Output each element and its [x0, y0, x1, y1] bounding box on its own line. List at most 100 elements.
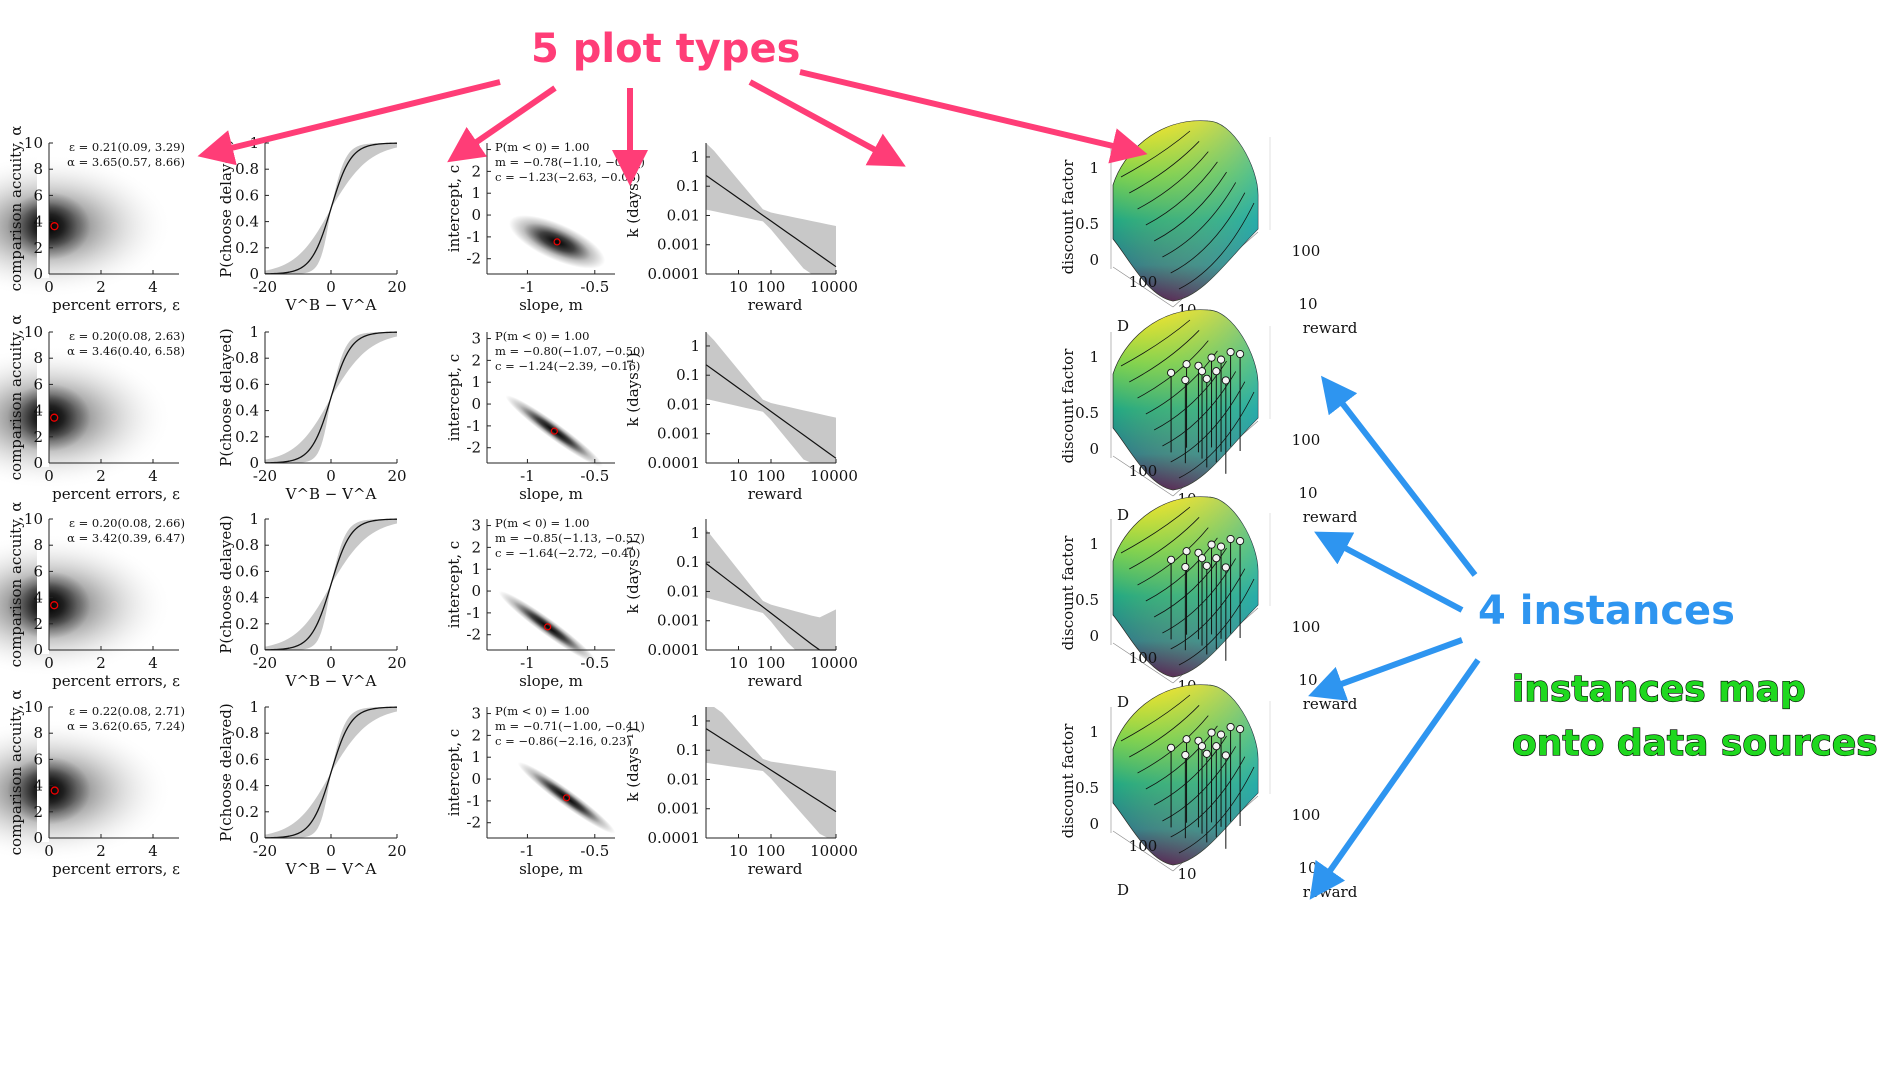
- y-tick-label: 8: [33, 536, 43, 554]
- posterior-density: [498, 591, 597, 663]
- data-point: [1217, 730, 1226, 739]
- x-tick-label: 0: [326, 842, 336, 860]
- c-annotation: c = −1.24(−2.39, −0.16): [495, 359, 640, 373]
- surface-mesh-line: [1178, 578, 1255, 666]
- d-axis-label: D: [1117, 317, 1129, 335]
- y-tick-label: 4: [33, 213, 43, 231]
- surface-mesh-line: [1129, 517, 1200, 570]
- y-tick-label: 0.1: [676, 741, 700, 759]
- y-axis-label: intercept, c: [445, 729, 463, 816]
- data-point: [1221, 376, 1230, 385]
- p-annotation: P(m < 0) = 1.00: [495, 704, 589, 718]
- data-point: [1182, 360, 1191, 369]
- x-tick-label: -20: [253, 654, 277, 672]
- magnitude-effect-r3: 0.0001 0.001 0.01 0.1 1 10 100 10000 reward k (da…: [624, 519, 858, 690]
- x-axis-label: percent errors, ε: [52, 485, 180, 503]
- surface-mesh-line: [1120, 130, 1191, 178]
- x-tick-label: 10000: [810, 467, 858, 485]
- y-tick-label: 1: [690, 148, 700, 166]
- x-tick-label: -20: [253, 278, 277, 296]
- x-tick-label: 20: [387, 467, 406, 485]
- eps-annotation: ε = 0.22(0.08, 2.71): [69, 704, 185, 718]
- x-axis-label: V^B − V^A: [285, 672, 377, 690]
- x-tick-label: 100: [757, 467, 786, 485]
- r-tick-label: 100: [1292, 618, 1321, 636]
- mode-marker: [50, 786, 59, 795]
- y-tick-label: -1: [466, 792, 481, 810]
- d-axis: [1112, 642, 1174, 684]
- y-tick-label: 0.001: [657, 612, 700, 630]
- x-tick-label: -0.5: [580, 842, 609, 860]
- y-tick-label: 6: [33, 750, 43, 768]
- data-point: [1226, 347, 1235, 357]
- y-tick-label: 8: [33, 160, 43, 178]
- r-axis-label: reward: [1303, 883, 1358, 901]
- surface-mesh-line: [1137, 527, 1209, 586]
- psychometric-r4: 00.20.40.60.81-20 0 20V^B − V^AP(choose de…: [217, 698, 407, 878]
- clip-left: [37, 515, 49, 654]
- y-tick-label: -2: [466, 439, 481, 457]
- r-axis-label: reward: [1303, 319, 1358, 337]
- y-tick-label: 0.01: [667, 206, 700, 224]
- plot-types-arrow: [447, 85, 557, 163]
- y-tick-label: 10: [24, 323, 43, 341]
- x-axis-label: reward: [748, 485, 803, 503]
- discount-surface-r4: 0 0.5 1 discount factor 100 10 D 10 100 reward: [1059, 684, 1358, 901]
- mode-marker: [50, 222, 59, 231]
- p-annotation: P(m < 0) = 1.00: [495, 140, 589, 154]
- data-point: [1167, 555, 1176, 564]
- y-tick-label: 0.4: [235, 402, 259, 420]
- y-tick-label: 1: [471, 373, 481, 391]
- y-tick-label: 0.0001: [648, 641, 701, 659]
- y-tick-label: 3: [471, 705, 481, 723]
- x-tick-label: 2: [96, 467, 106, 485]
- instances-arrow: [1314, 531, 1464, 613]
- y-tick-label: 0: [471, 582, 481, 600]
- y-axis-label: intercept, c: [445, 165, 463, 252]
- x-axis-label: slope, m: [519, 672, 583, 690]
- data-point: [1226, 722, 1235, 732]
- y-tick-label: 1: [471, 560, 481, 578]
- z-tick-label: 1: [1089, 159, 1099, 177]
- y-tick-label: 10: [24, 134, 43, 152]
- y-tick-label: 0.2: [235, 803, 259, 821]
- surface-mesh-line: [1137, 151, 1209, 210]
- x-tick-label: 0: [326, 654, 336, 672]
- x-tick-label: -0.5: [580, 654, 609, 672]
- y-tick-label: 0.01: [667, 395, 700, 413]
- x-tick-label: -1: [520, 278, 535, 296]
- y-tick-label: 0.0001: [648, 829, 701, 847]
- y-tick-label: 1: [249, 698, 259, 716]
- surface-mesh-line: [1129, 705, 1200, 758]
- y-tick-label: 0.1: [676, 553, 700, 571]
- alpha-annotation: α = 3.46(0.40, 6.58): [67, 344, 185, 358]
- data-point: [1181, 562, 1190, 572]
- posterior-mode: [553, 238, 561, 246]
- y-tick-label: -1: [466, 228, 481, 246]
- surface-mesh-line: [1170, 756, 1246, 838]
- x-tick-label: 100: [757, 842, 786, 860]
- clip-left: [37, 328, 49, 467]
- d-axis-label: D: [1117, 506, 1129, 524]
- y-tick-label: 0: [33, 454, 43, 472]
- y-tick-label: 1: [690, 337, 700, 355]
- y-tick-label: 4: [33, 777, 43, 795]
- m-annotation: m = −0.80(−1.07, −0.50): [495, 344, 645, 358]
- y-tick-label: 1: [690, 712, 700, 730]
- y-axis-label: P(choose delayed): [217, 515, 235, 653]
- z-tick-label: 0.5: [1075, 215, 1099, 233]
- surface-mesh-line: [1120, 506, 1191, 554]
- clip-left: [37, 139, 49, 278]
- d-tick-label: 100: [1129, 273, 1158, 291]
- posterior-density: [517, 761, 616, 834]
- y-tick-label: 2: [471, 351, 481, 369]
- d-tick-label: 100: [1129, 649, 1158, 667]
- eps-annotation: ε = 0.20(0.08, 2.63): [69, 329, 185, 343]
- y-tick-label: 0: [249, 641, 259, 659]
- c-annotation: c = −0.86(−2.16, 0.23): [495, 734, 631, 748]
- y-tick-label: 0.4: [235, 213, 259, 231]
- z-tick-label: 1: [1089, 348, 1099, 366]
- median-line: [705, 364, 837, 459]
- x-tick-label: -0.5: [580, 467, 609, 485]
